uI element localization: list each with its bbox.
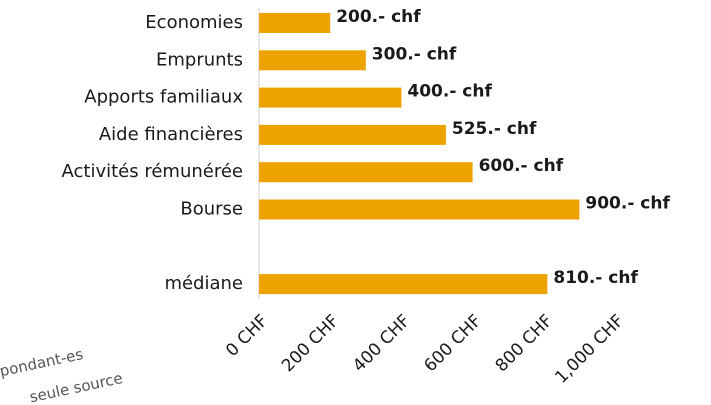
value-label: 200.- chf [336, 7, 421, 27]
annotation: pondant-es [0, 345, 85, 380]
value-label: 810.- chf [553, 268, 638, 288]
x-tick-label: 1,000 CHF [551, 311, 628, 388]
y-tick-label: Economies [145, 12, 243, 33]
y-tick-label: Activités rémunérée [62, 161, 244, 182]
annotation: seule source [28, 369, 124, 405]
y-tick-label: médiane [164, 273, 243, 294]
x-tick-label: 400 CHF [349, 311, 414, 376]
bar [259, 13, 331, 33]
y-tick-label: Bourse [180, 199, 243, 220]
x-tick-label: 200 CHF [278, 311, 343, 376]
y-tick-label: Emprunts [156, 49, 243, 70]
y-tick-label: Aide financières [99, 124, 243, 145]
value-label: 300.- chf [372, 44, 457, 64]
value-label: 600.- chf [479, 156, 564, 176]
x-tick-label: 600 CHF [420, 311, 485, 376]
bar [259, 50, 366, 71]
bar [259, 162, 473, 183]
y-tick-label: Apports familiaux [84, 87, 243, 108]
value-label: 900.- chf [585, 194, 670, 214]
value-label: 400.- chf [407, 82, 492, 102]
x-tick-label: 0 CHF [222, 311, 272, 361]
bar [259, 274, 548, 295]
bar [259, 87, 402, 108]
x-tick-label: 800 CHF [492, 311, 557, 376]
bar [259, 124, 446, 145]
bar [259, 199, 580, 220]
value-label: 525.- chf [452, 119, 537, 139]
